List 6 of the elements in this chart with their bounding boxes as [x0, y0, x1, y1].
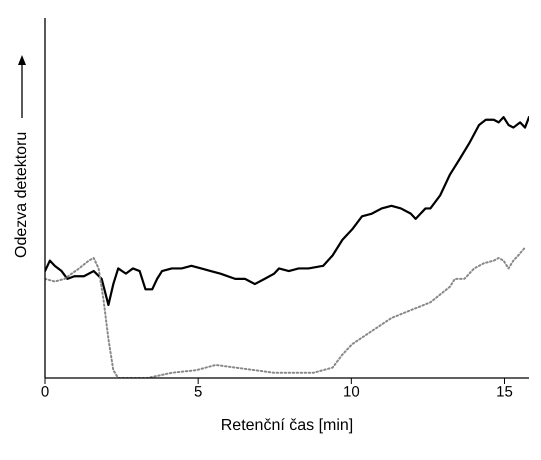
x-tick-label: 10 — [342, 384, 360, 401]
x-tick-label: 5 — [194, 384, 202, 401]
x-axis-title: Retenční čas [min] — [220, 417, 354, 434]
x-tick-label: 15 — [496, 384, 513, 401]
y-axis-title: Odezva detektoru — [13, 132, 30, 258]
x-tick-label: 0 — [40, 384, 50, 401]
